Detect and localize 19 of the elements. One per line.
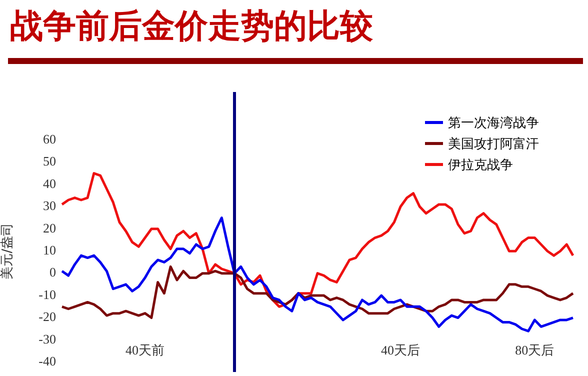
y-tick-label: -10 [38, 286, 56, 302]
y-tick-label: -20 [38, 309, 56, 324]
y-tick-label: 60 [43, 131, 56, 146]
y-tick-label: 0 [50, 264, 56, 280]
y-tick-label: 40 [43, 176, 56, 191]
y-axis-title: 美元/盎司 [0, 222, 16, 280]
legend-label: 美国攻打阿富汗 [448, 136, 539, 152]
y-tick-label: 20 [43, 220, 56, 236]
legend-label: 第一次海湾战争 [448, 114, 539, 132]
y-tick-label: 30 [43, 198, 56, 214]
chart-title: 战争前后金价走势的比较 [10, 5, 373, 47]
legend-label: 伊拉克战争 [448, 156, 513, 174]
y-tick-label: -40 [38, 354, 56, 369]
x-tick-label: 80天后 [515, 342, 554, 358]
y-tick-label: -30 [38, 331, 56, 346]
x-tick-label: 40天后 [381, 342, 420, 358]
y-tick-label: 10 [43, 242, 56, 258]
y-tick-label: 50 [43, 154, 56, 169]
x-tick-label: 40天前 [126, 342, 165, 358]
